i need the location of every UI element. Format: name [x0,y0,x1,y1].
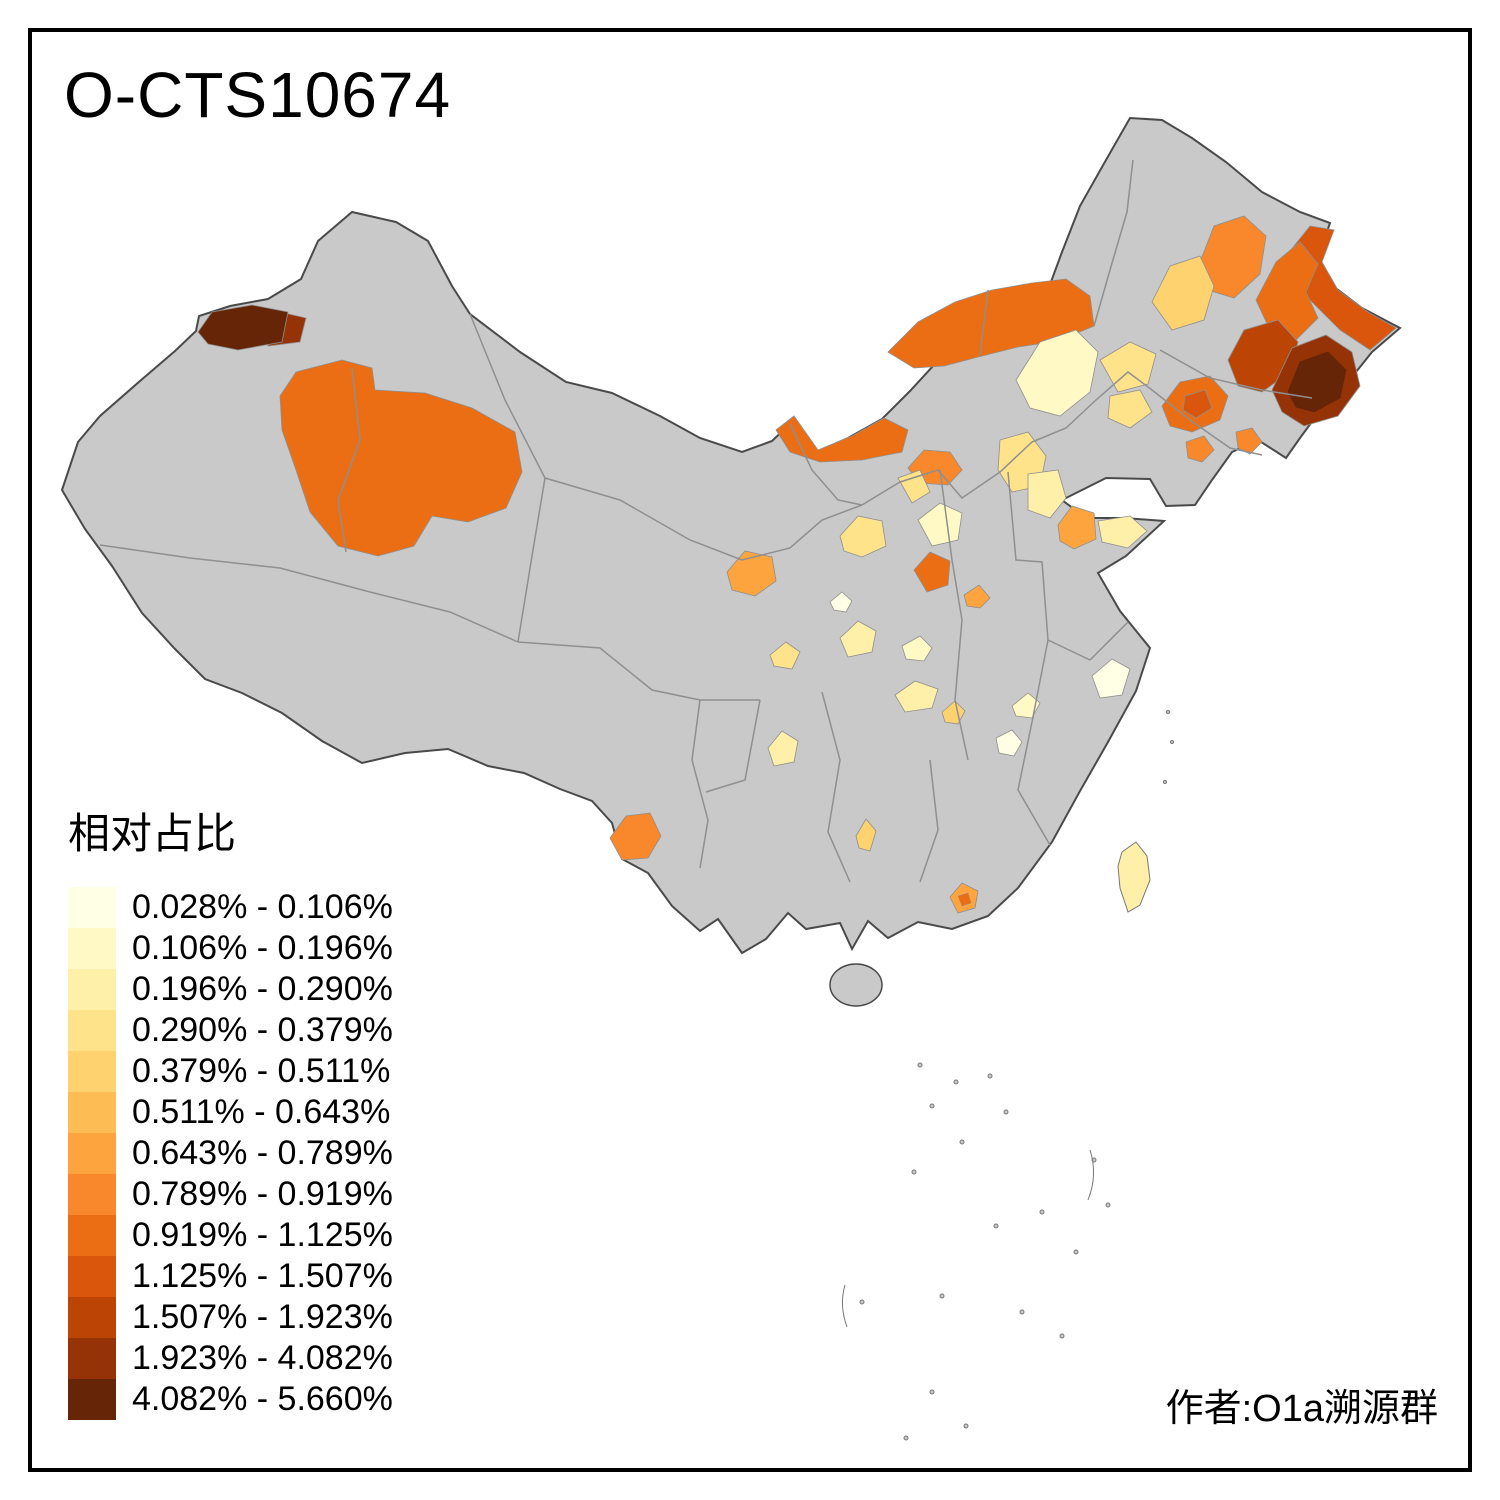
legend-label: 0.511% - 0.643% [132,1093,391,1131]
legend-item: 4.082% - 5.660% [68,1379,393,1420]
map-region-liaoning-orange-a [1185,435,1215,463]
legend-label: 0.196% - 0.290% [132,970,393,1008]
legend-swatch [68,1256,116,1297]
legend-swatch [68,1010,116,1051]
map-region-innermongolia-west [775,415,909,463]
map-region-central-pale-a [839,620,877,658]
legend-item: 0.379% - 0.511% [68,1051,393,1092]
legend-item: 1.923% - 4.082% [68,1338,393,1379]
map-region-central-pale-c [894,680,939,713]
legend-item: 0.919% - 1.125% [68,1215,393,1256]
legend-label: 1.507% - 1.923% [132,1298,393,1336]
map-region-henan-orange-small [963,584,991,609]
legend-swatch [68,887,116,928]
legend-label: 0.643% - 0.789% [132,1134,393,1172]
legend-item: 0.196% - 0.290% [68,969,393,1010]
map-region-sichuan-orange [726,550,777,597]
map-region-central-pale-b [769,641,801,670]
legend-label: 0.106% - 0.196% [132,929,393,967]
map-region-east-pale [1011,692,1041,719]
legend-item: 0.643% - 0.789% [68,1133,393,1174]
legend-swatch [68,1051,116,1092]
legend-swatch [68,928,116,969]
legend-item: 1.125% - 1.507% [68,1256,393,1297]
legend-item: 1.507% - 1.923% [68,1297,393,1338]
map-region-innermongolia-central [887,278,1095,369]
sea-islands [841,710,1174,1441]
map-region-jilin-orange-dark [1182,389,1213,419]
legend-label: 1.923% - 4.082% [132,1339,393,1377]
hainan-island [829,963,883,1007]
map-region-shanxi-pale [917,502,963,547]
legend-label: 0.379% - 0.511% [132,1052,391,1090]
attribution-text: 作者:O1a溯源群 [1165,1388,1438,1430]
map-region-taiwan [1117,841,1151,913]
map-region-nw-dark-core [197,304,289,351]
legend-title: 相对占比 [68,810,237,857]
map-region-heilongjiang-north [1151,255,1215,331]
map-region-shandong-pale [1097,515,1148,549]
map-region-gansu-pale [839,515,887,558]
legend-label: 4.082% - 5.660% [132,1380,393,1418]
legend-swatch [68,1215,116,1256]
map-region-chongqing-pale [767,730,799,767]
province-borders [99,159,1313,883]
map-region-east-white [1091,658,1131,699]
legend-swatch [68,969,116,1010]
map-region-east-white2 [995,729,1023,757]
map-region-jilin-pale-b [1107,389,1153,429]
map-region-central-pale-e [901,635,933,662]
legend-swatch [68,1092,116,1133]
legend-swatch [68,1133,116,1174]
map-region-jilin-west-pale [1015,329,1099,417]
legend-swatch [68,1379,116,1420]
map-region-xinjiang-south [279,359,523,557]
map-region-yunnan-orange [609,812,662,861]
legend-label: 0.789% - 0.919% [132,1175,393,1213]
map-region-jilin-pale-a [1099,341,1157,393]
legend-item: 0.290% - 0.379% [68,1010,393,1051]
map-region-shaanxi-orange [913,551,951,593]
legend-label: 0.028% - 0.106% [132,888,393,926]
legend-item: 0.511% - 0.643% [68,1092,393,1133]
legend-swatch [68,1338,116,1379]
map-region-liaoning-orange-b [1235,427,1263,455]
map-region-central-white-a [829,591,853,613]
legend-label: 1.125% - 1.507% [132,1257,393,1295]
legend: 相对占比 0.028% - 0.106% 0.106% - 0.196% 0.1… [68,800,393,1420]
legend-item: 0.028% - 0.106% [68,887,393,928]
map-region-hebei-pale-b [1027,469,1067,519]
legend-swatch [68,1297,116,1338]
legend-item: 0.106% - 0.196% [68,928,393,969]
map-region-guangdong-dot [957,892,972,907]
legend-label: 0.290% - 0.379% [132,1011,393,1049]
legend-item: 0.789% - 0.919% [68,1174,393,1215]
map-region-hunan-small [855,818,877,852]
legend-swatch [68,1174,116,1215]
legend-label: 0.919% - 1.125% [132,1216,393,1254]
map-region-shanxi-pale2 [897,469,931,504]
plot-title: O-CTS10674 [64,59,452,131]
map-region-shandong-orange [1057,505,1097,550]
